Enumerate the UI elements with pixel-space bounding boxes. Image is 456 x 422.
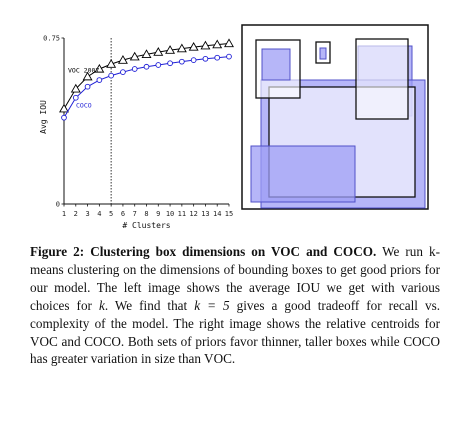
y-axis-label: Avg IOU [39,100,48,134]
data-point [153,47,164,56]
data-point [96,77,103,83]
data-point [131,66,138,72]
x-tick-label: 14 [213,210,221,218]
x-tick-label: 13 [201,210,209,218]
x-tick-label: 10 [166,210,174,218]
x-axis-label: # Clusters [122,221,170,230]
data-point [141,49,152,58]
x-tick-label: 6 [121,210,125,218]
chart-marks [59,38,234,121]
data-point [167,60,173,67]
x-tick-label: 7 [133,210,137,218]
data-point [179,58,185,65]
caption-text-1: We run k-means clustering on the dimensi… [30,244,441,313]
chart-axes [61,37,230,207]
series-label: VOC 2007 [68,67,99,75]
data-point [214,54,221,61]
data-point [117,55,128,64]
caption-k: k [98,297,105,313]
data-point [84,83,91,90]
voc-box-tall [355,38,409,120]
data-point [70,83,81,93]
data-point [165,45,176,54]
x-tick-label: 11 [178,210,186,218]
data-point [94,63,105,73]
y-tick-label: 0 [56,201,60,209]
data-point [82,71,93,81]
data-point [155,62,162,68]
data-point [129,51,140,61]
data-point [212,39,223,49]
data-point [106,59,117,68]
caption-text-3: gives a good tradeoff for recall vs. com… [30,297,440,367]
x-tick-label: 2 [74,210,78,218]
data-point [224,38,234,48]
x-tick-label: 8 [144,210,148,218]
coco-box-small [319,47,327,60]
y-tick-label: 0.75 [43,35,60,43]
data-point [120,69,126,75]
data-point [108,72,114,79]
caption-label: Figure 2: [30,244,85,259]
coco-box-bottom-wide [250,145,356,203]
data-point [176,43,187,53]
data-point [143,63,150,70]
coco-box-topleft [261,48,291,81]
x-tick-label: 5 [109,210,113,218]
x-tick-label: 4 [97,210,101,218]
data-point [202,55,209,62]
x-tick-label: 12 [189,210,197,218]
cluster-centroids-panel [241,24,429,210]
series-label: COCO [76,102,92,110]
caption-text-2: . We find that [104,297,195,313]
data-point [188,41,199,51]
data-point [61,114,67,121]
caption-title: Clustering box dimensions on VOC and COC… [90,244,377,259]
x-tick-label: 1 [62,210,66,218]
x-tick-label: 9 [156,210,160,218]
data-point [200,40,211,50]
data-point [59,103,69,113]
data-point [72,94,79,101]
data-point [190,57,197,63]
x-tick-label: 3 [85,210,89,218]
data-point [226,53,232,60]
x-tick-label: 15 [225,210,233,218]
figure-caption: Figure 2: Clustering box dimensions on V… [30,243,440,368]
caption-equation: k = 5 [194,297,230,313]
